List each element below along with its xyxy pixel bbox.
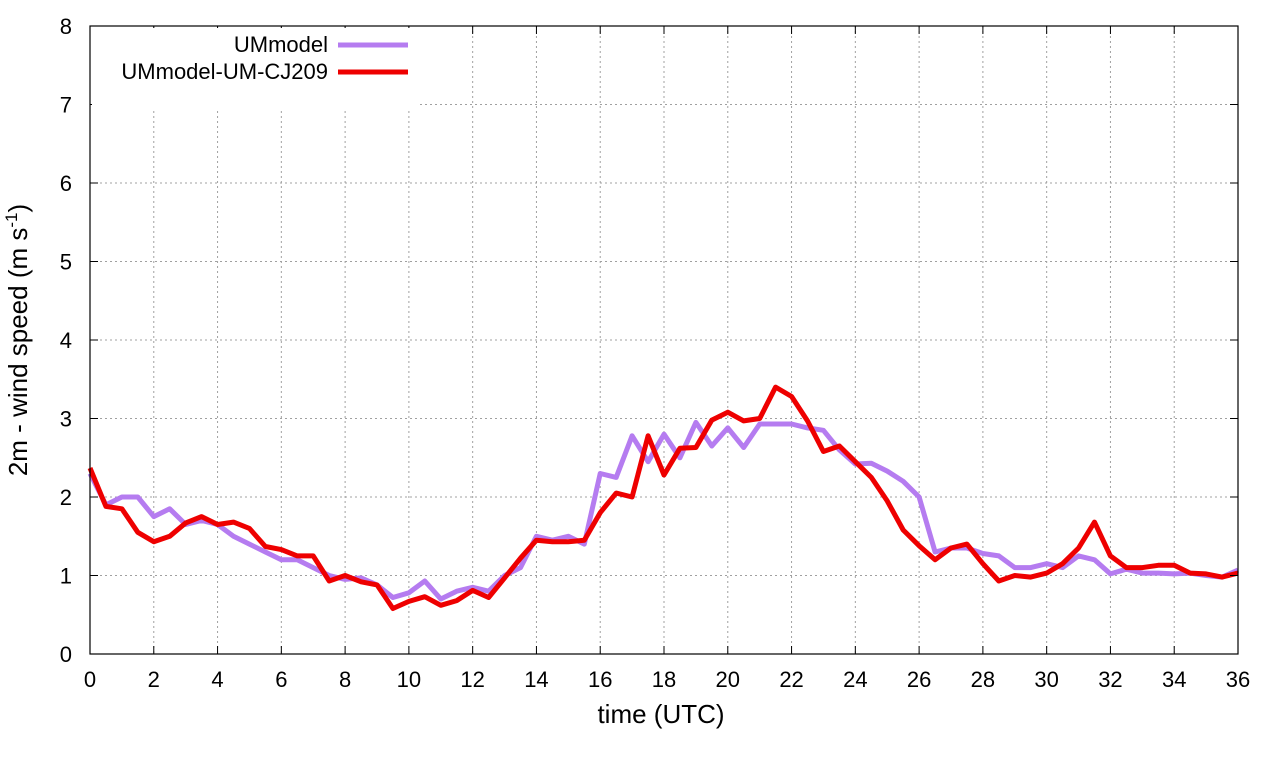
y-tick-labels: 0 1 2 3 4 5 6 7 8: [60, 14, 72, 667]
y-axis-label-close: ): [3, 204, 33, 213]
x-tick-label: 26: [907, 667, 931, 692]
x-tick-label: 2: [148, 667, 160, 692]
y-axis-label-main: 2m - wind speed (m s: [3, 228, 33, 477]
x-tick-label: 10: [397, 667, 421, 692]
legend-label-ummodel: UMmodel: [234, 32, 328, 57]
series-line-ummodel-um-cj209: [87, 384, 1239, 611]
y-axis-label: 2m - wind speed (m s-1): [2, 204, 33, 476]
y-tick-label: 4: [60, 328, 72, 353]
y-tick-label: 2: [60, 485, 72, 510]
y-tick-label: 0: [60, 642, 72, 667]
y-tick-label: 8: [60, 14, 72, 39]
x-tick-label: 6: [275, 667, 287, 692]
x-tick-label: 28: [971, 667, 995, 692]
x-tick-label: 12: [460, 667, 484, 692]
legend: UMmodel UMmodel-UM-CJ209: [92, 28, 420, 108]
x-tick-label: 24: [843, 667, 867, 692]
y-tick-label: 3: [60, 407, 72, 432]
legend-box: [92, 28, 420, 108]
y-tick-label: 5: [60, 250, 72, 275]
x-tick-label: 16: [588, 667, 612, 692]
x-tick-label: 0: [84, 667, 96, 692]
x-tick-label: 8: [339, 667, 351, 692]
series-layer: [87, 384, 1240, 611]
y-tick-label: 1: [60, 564, 72, 589]
x-tick-label: 18: [652, 667, 676, 692]
x-tick-label: 34: [1162, 667, 1186, 692]
x-tick-label: 4: [211, 667, 223, 692]
legend-label-ummodel-um-cj209: UMmodel-UM-CJ209: [121, 59, 328, 84]
series-line-ummodel: [87, 419, 1240, 602]
x-tick-label: 14: [524, 667, 548, 692]
y-tick-label: 6: [60, 171, 72, 196]
x-axis-label: time (UTC): [597, 699, 724, 729]
x-tick-label: 32: [1098, 667, 1122, 692]
y-axis-label-superscript: -1: [2, 213, 21, 228]
y-tick-label: 7: [60, 93, 72, 118]
x-tick-labels: 0 2 4 6 8 10 12 14 16 18 20 22 24 26 28 30 32 34 36: [84, 667, 1250, 692]
x-tick-label: 20: [716, 667, 740, 692]
x-tick-label: 30: [1034, 667, 1058, 692]
x-tick-label: 22: [779, 667, 803, 692]
x-tick-label: 36: [1226, 667, 1250, 692]
